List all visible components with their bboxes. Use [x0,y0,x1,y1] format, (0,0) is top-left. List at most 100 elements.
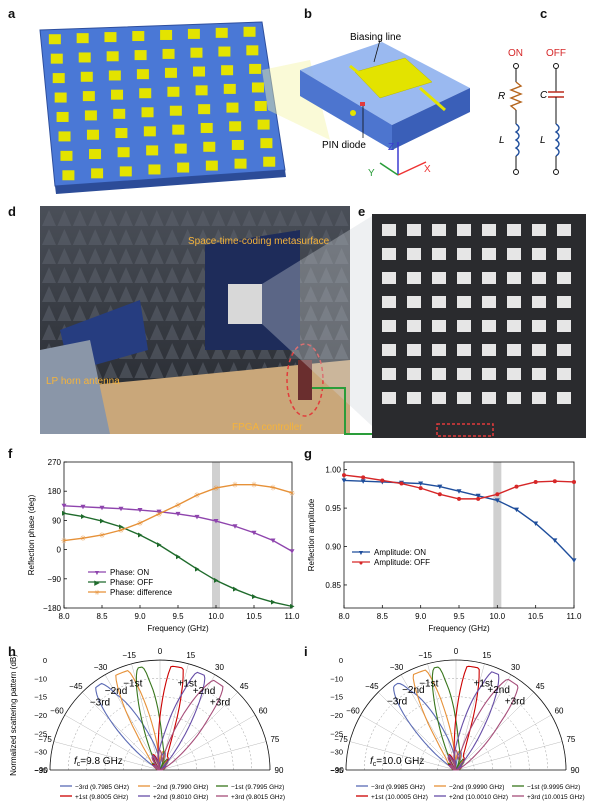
absorber-cone [303,324,318,340]
order-label: +3rd [210,698,230,709]
data-point [399,481,404,486]
label-horn: LP horn antenna [46,376,120,387]
data-point [476,496,481,501]
data-point [62,510,67,516]
via [350,110,356,116]
absorber-cone [72,286,87,302]
absorber-cone [319,286,334,302]
chart-amplitude: g 8.0 8.5 9.0 9.5 10.0 10.5 11.0 0.85 0.90 0.95 1.… [304,446,582,633]
data-point [176,554,181,560]
connector-highlight [436,423,494,437]
unit-cell [243,26,256,37]
x-tick-label: 10.5 [246,612,262,621]
absorber-cone [180,267,195,283]
unit-cell [164,67,177,78]
absorber-cone [303,248,318,264]
polar-spoke [64,714,161,771]
fabricated-cell [432,344,446,356]
fc-subscript-i: c [373,761,377,768]
legend-label: +1st (9.8005 GHz) [75,794,128,801]
absorber-cone [88,286,103,302]
y-tick-label: 0.90 [325,543,341,552]
polar-spoke [82,692,161,771]
data-point [342,473,346,478]
data-point [341,478,347,483]
order-label: +1st [178,678,197,689]
data-point: ✳ [99,531,106,540]
data-point [457,496,461,501]
data-point [290,603,295,609]
unit-cell [104,32,117,43]
unit-cell [246,45,259,56]
panel-label-d: d [8,204,16,219]
polar-ring [382,696,530,771]
absorber-cone [165,229,180,245]
absorber-cone [211,229,226,245]
patch [354,57,433,99]
fabricated-cell [457,368,471,380]
x-tick-label: 10.5 [528,612,544,621]
fabricated-cell [532,296,546,308]
x-tick-label: 8.5 [96,612,108,621]
data-point [214,577,219,583]
legend-label: Amplitude: OFF [374,558,430,567]
polar-outer-arc [345,659,567,771]
board-edge [55,170,286,194]
fabricated-cell [432,392,446,404]
inductor-on-symbol [514,123,520,157]
absorber-cone [119,229,133,245]
unit-cell [139,88,152,99]
unit-cell-side-left [300,70,392,150]
absorber-cone [149,286,164,302]
fabricated-cell [557,344,571,356]
absorber-cone [103,362,118,378]
data-point: ✳ [270,483,277,492]
data-point [137,508,143,513]
axis-label-z: Z [388,142,394,153]
unit-cell [134,50,147,61]
fabricated-cell [557,272,571,284]
data-point [494,498,500,503]
fabricated-cell [382,296,396,308]
panel-label-e: e [358,204,365,219]
data-point: ✳ [156,510,163,519]
data-point: ✳ [213,484,220,493]
fc-subscript-h: c [77,761,81,768]
x-tick-label: 9.0 [415,612,427,621]
panel-label-a: a [8,6,16,21]
label-c: C [540,90,548,101]
panel-label-h: h [8,644,16,659]
unit-cell [205,160,218,171]
absorber-cone [134,229,149,245]
data-point [418,486,423,491]
absorber-cone [103,286,118,302]
unit-cell [58,131,71,142]
axis-x [397,161,427,176]
data-point [533,479,538,484]
y-tick-label: 270 [48,458,62,467]
absorber-cone [334,229,349,245]
absorber-cone [226,210,241,226]
absorber-cone [257,343,272,359]
fabricated-cell [507,296,521,308]
order-label: −1st [419,678,438,689]
fabricated-cell [482,320,496,332]
label-metasurface: Space-time-coding metasurface [188,236,330,247]
order-label: +1st [474,678,493,689]
data-point [157,542,162,548]
polar-spoke [455,741,563,771]
absorber-cone [180,229,195,245]
absorber-cone [103,210,118,226]
polar-outer-arc [49,659,271,771]
fabricated-cell [557,392,571,404]
fabricated-cell [382,392,396,404]
absorber-cone [72,210,87,226]
absorber-cone [149,305,164,321]
unit-cell [172,124,185,135]
axis-label-y: Y [368,168,375,179]
legend-label: Phase: difference [110,588,173,597]
fabricated-cell [532,320,546,332]
label-r: R [498,91,505,102]
y-tick-label: 0.85 [325,581,341,590]
polar-spoke [455,714,552,771]
